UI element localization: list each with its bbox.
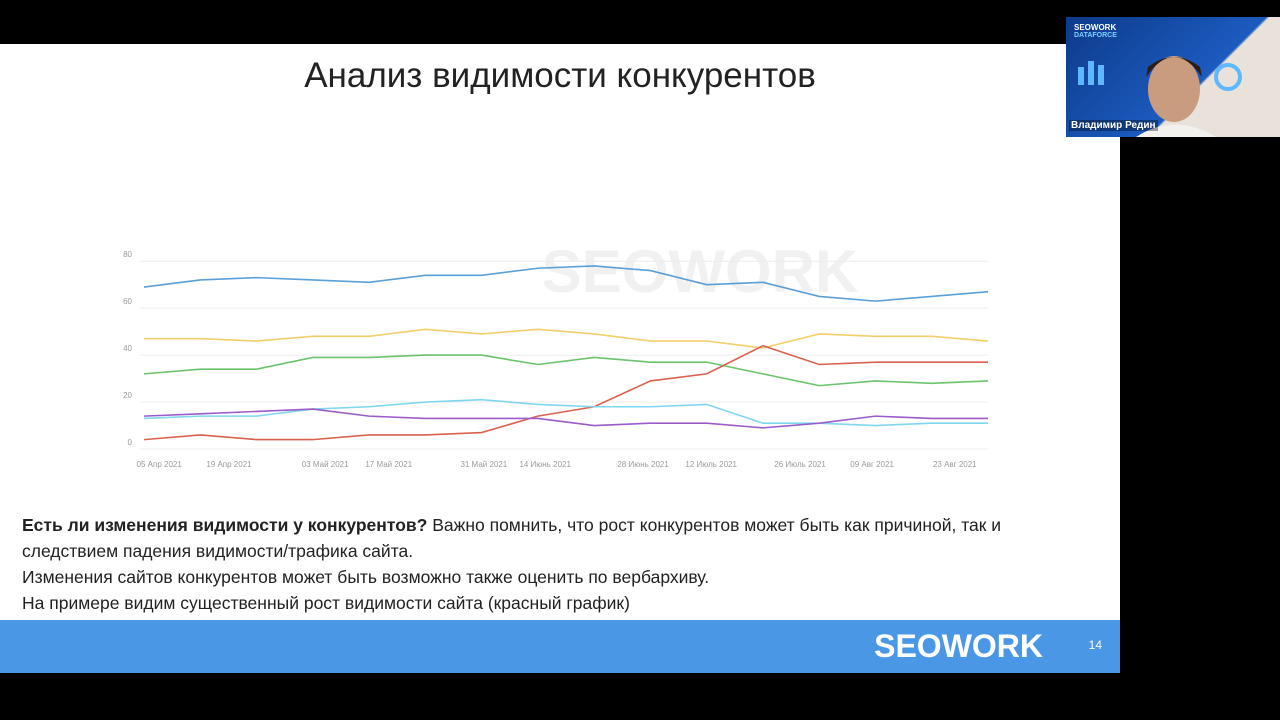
webcam: SEOWORK DATAFORCE Владимир Редин [1066, 17, 1280, 137]
series-line [143, 398, 988, 427]
slide: Анализ видимости конкурентов SEOWORK 0 20 4… [0, 44, 1120, 673]
x-tick-label: 12 Июль 2021 [685, 460, 737, 469]
slide-body: Есть ли изменения видимости у конкуренто… [22, 512, 1062, 616]
paragraph: Изменения сайтов конкурентов может быть … [22, 567, 710, 587]
series-line [143, 265, 989, 302]
webcam-brand: SEOWORK [1074, 23, 1117, 32]
x-tick-label: 17 Май 2021 [365, 460, 412, 469]
slide-title: Анализ видимости конкурентов [304, 56, 816, 95]
webcam-name: Владимир Редин [1069, 120, 1158, 131]
paragraph: Есть ли изменения видимости у конкуренто… [22, 512, 1062, 564]
webcam-image [1078, 56, 1242, 137]
y-tick-label: 60 [123, 297, 132, 306]
footer-brand: SEOWORK [874, 628, 1043, 664]
paragraph: На примере видим существенный рост видим… [22, 593, 630, 613]
series-line [143, 408, 988, 429]
y-tick-label: 0 [128, 438, 133, 447]
paragraph-bold: Есть ли изменения видимости у конкуренто… [22, 515, 428, 535]
x-tick-label: 28 Июнь 2021 [617, 460, 669, 469]
page-number: 14 [1088, 638, 1102, 652]
y-tick-label: 20 [123, 391, 132, 400]
x-tick-label: 19 Апр 2021 [206, 460, 252, 469]
x-tick-label: 09 Авг 2021 [850, 460, 894, 469]
y-tick-label: 40 [123, 344, 132, 353]
series-line [144, 328, 989, 349]
y-tick-label: 80 [123, 250, 132, 259]
paragraph-text: Важно помнить, что рост конкурентов може… [22, 515, 1002, 561]
series-line [143, 354, 989, 387]
x-tick-label: 31 Май 2021 [460, 460, 507, 469]
webcam-brand-sub: DATAFORCE [1074, 32, 1117, 39]
x-tick-label: 03 Май 2021 [302, 460, 349, 469]
x-tick-label: 05 Апр 2021 [137, 460, 183, 469]
series-line [143, 344, 988, 441]
x-tick-label: 14 Июнь 2021 [519, 460, 571, 469]
x-tick-label: 23 Авг 2021 [933, 460, 977, 469]
footer: SEOWORK 14 [0, 620, 1120, 673]
x-tick-label: 26 Июль 2021 [774, 460, 826, 469]
